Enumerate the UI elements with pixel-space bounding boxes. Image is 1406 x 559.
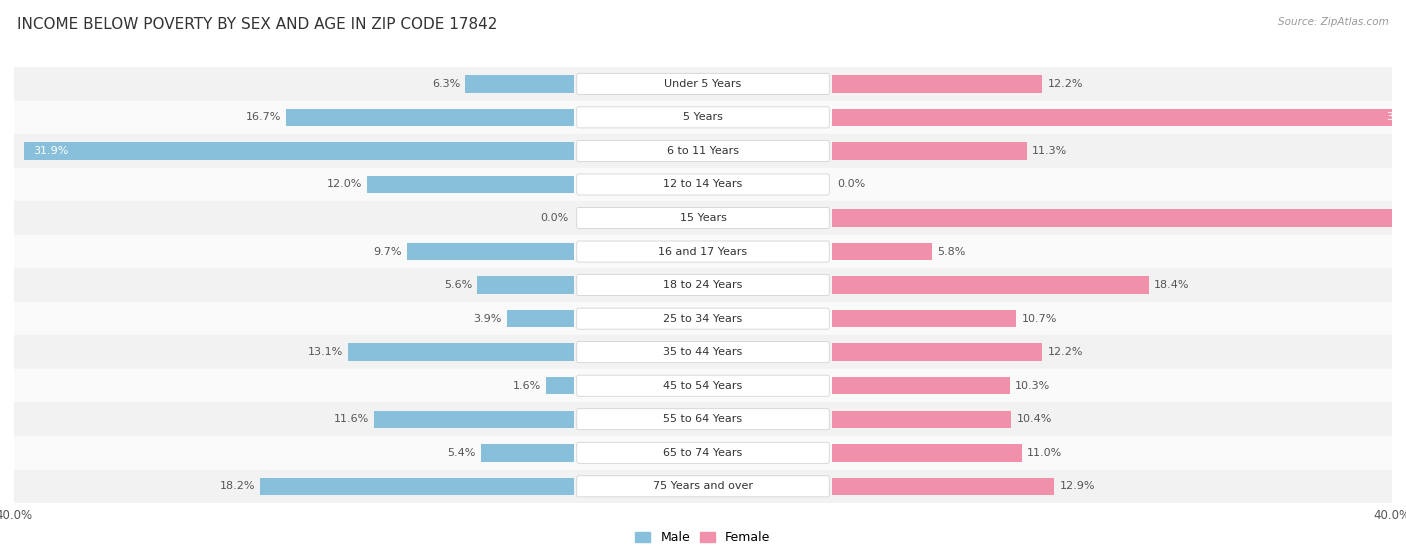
Text: 6 to 11 Years: 6 to 11 Years [666,146,740,156]
Bar [832,108,1406,126]
Text: 35 to 44 Years: 35 to 44 Years [664,347,742,357]
Text: 11.6%: 11.6% [333,414,368,424]
Text: 0.0%: 0.0% [838,179,866,190]
FancyBboxPatch shape [576,476,830,497]
Text: Under 5 Years: Under 5 Years [665,79,741,89]
Text: 12.2%: 12.2% [1047,347,1083,357]
FancyBboxPatch shape [576,207,830,229]
FancyBboxPatch shape [576,308,830,329]
Text: 18 to 24 Years: 18 to 24 Years [664,280,742,290]
Text: 45 to 54 Years: 45 to 54 Years [664,381,742,391]
Bar [478,276,574,294]
Legend: Male, Female: Male, Female [630,526,776,549]
Bar [832,276,1149,294]
Bar [832,343,1042,361]
Bar [506,310,574,328]
Text: 10.7%: 10.7% [1022,314,1057,324]
FancyBboxPatch shape [576,442,830,463]
Bar [14,436,1392,470]
Text: 25 to 34 Years: 25 to 34 Years [664,314,742,324]
Bar [832,377,1010,395]
Text: 12.0%: 12.0% [326,179,361,190]
Text: 5.6%: 5.6% [444,280,472,290]
FancyBboxPatch shape [576,174,830,195]
Text: 65 to 74 Years: 65 to 74 Years [664,448,742,458]
Text: Source: ZipAtlas.com: Source: ZipAtlas.com [1278,17,1389,27]
Bar [14,101,1392,134]
Text: 75 Years and over: 75 Years and over [652,481,754,491]
Text: 12.9%: 12.9% [1060,481,1095,491]
Bar [14,134,1392,168]
Text: 10.4%: 10.4% [1017,414,1052,424]
Bar [14,335,1392,369]
Bar [367,176,574,193]
Bar [14,402,1392,436]
Bar [832,310,1017,328]
FancyBboxPatch shape [576,409,830,430]
FancyBboxPatch shape [576,241,830,262]
Text: 18.2%: 18.2% [219,481,256,491]
FancyBboxPatch shape [576,342,830,363]
Bar [832,142,1026,160]
Text: 5.8%: 5.8% [938,247,966,257]
Bar [406,243,574,260]
Text: 13.1%: 13.1% [308,347,343,357]
Bar [14,168,1392,201]
Bar [832,243,932,260]
Text: 5 Years: 5 Years [683,112,723,122]
Text: 16.7%: 16.7% [246,112,281,122]
Bar [14,302,1392,335]
Bar [14,201,1392,235]
Bar [349,343,574,361]
Bar [287,108,574,126]
FancyBboxPatch shape [576,274,830,296]
Bar [14,235,1392,268]
FancyBboxPatch shape [576,73,830,94]
Text: 18.4%: 18.4% [1154,280,1189,290]
Bar [24,142,574,160]
Text: 1.6%: 1.6% [513,381,541,391]
Bar [14,67,1392,101]
Text: 5.4%: 5.4% [447,448,475,458]
Text: 15 Years: 15 Years [679,213,727,223]
Text: 12.2%: 12.2% [1047,79,1083,89]
Bar [832,444,1022,462]
Text: 16 and 17 Years: 16 and 17 Years [658,247,748,257]
Bar [14,369,1392,402]
Bar [481,444,574,462]
FancyBboxPatch shape [576,107,830,128]
Text: 10.3%: 10.3% [1015,381,1050,391]
FancyBboxPatch shape [576,140,830,162]
Bar [832,477,1054,495]
Bar [465,75,574,93]
FancyBboxPatch shape [576,375,830,396]
Text: 9.7%: 9.7% [373,247,402,257]
Text: 11.0%: 11.0% [1026,448,1062,458]
Text: INCOME BELOW POVERTY BY SEX AND AGE IN ZIP CODE 17842: INCOME BELOW POVERTY BY SEX AND AGE IN Z… [17,17,498,32]
Bar [832,410,1011,428]
Bar [374,410,574,428]
Text: 6.3%: 6.3% [432,79,460,89]
Text: 34.7%: 34.7% [1386,112,1406,122]
Bar [832,209,1406,227]
Text: 12 to 14 Years: 12 to 14 Years [664,179,742,190]
Text: 0.0%: 0.0% [540,213,568,223]
Text: 3.9%: 3.9% [472,314,502,324]
Text: 55 to 64 Years: 55 to 64 Years [664,414,742,424]
Bar [260,477,574,495]
Bar [547,377,574,395]
Bar [14,470,1392,503]
Text: 11.3%: 11.3% [1032,146,1067,156]
Bar [832,75,1042,93]
Text: 31.9%: 31.9% [32,146,69,156]
Bar [14,268,1392,302]
